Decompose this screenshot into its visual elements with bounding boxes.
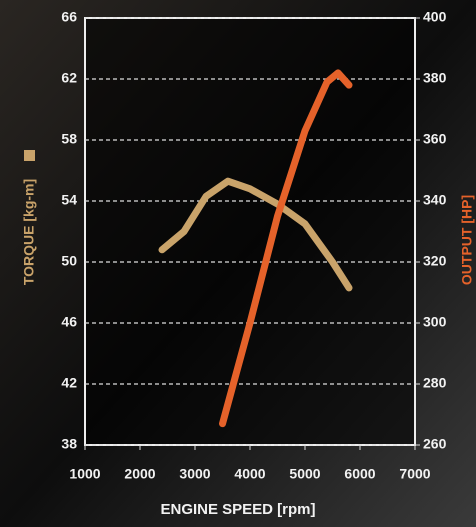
- y2-tick-label: 300: [423, 314, 447, 330]
- y2-tick-label: 280: [423, 375, 447, 391]
- y-tick-label: 66: [61, 9, 77, 25]
- y2-tick-label: 260: [423, 436, 447, 452]
- x-tick-label: 6000: [344, 466, 375, 482]
- y-tick-label: 58: [61, 131, 77, 147]
- x-axis-label: ENGINE SPEED [rpm]: [160, 501, 315, 518]
- line-series: [158, 177, 353, 292]
- y-tick-label: 50: [61, 253, 77, 269]
- y-tick-label: 46: [61, 314, 77, 330]
- x-tick-label: 3000: [179, 466, 210, 482]
- line-series: [219, 69, 353, 428]
- x-tick-label: 4000: [234, 466, 265, 482]
- y-tick-label: 62: [61, 70, 77, 86]
- y2-axis-label: OUTPUT [HP]: [459, 195, 475, 285]
- x-tick-label: 7000: [399, 466, 430, 482]
- y-tick-label: 54: [61, 192, 77, 208]
- y2-tick-label: 340: [423, 192, 447, 208]
- plot-frame: [84, 17, 416, 446]
- y2-tick-label: 320: [423, 253, 447, 269]
- legend-swatch: [24, 150, 35, 161]
- x-tick-label: 1000: [69, 466, 100, 482]
- x-tick-label: 5000: [289, 466, 320, 482]
- y2-tick-label: 380: [423, 70, 447, 86]
- y2-tick-label: 360: [423, 131, 447, 147]
- y-tick-label: 42: [61, 375, 77, 391]
- y-axis-label: TORQUE [kg-m]: [21, 179, 37, 285]
- y-tick-label: 38: [61, 436, 77, 452]
- y2-tick-label: 400: [423, 9, 447, 25]
- x-tick-label: 2000: [124, 466, 155, 482]
